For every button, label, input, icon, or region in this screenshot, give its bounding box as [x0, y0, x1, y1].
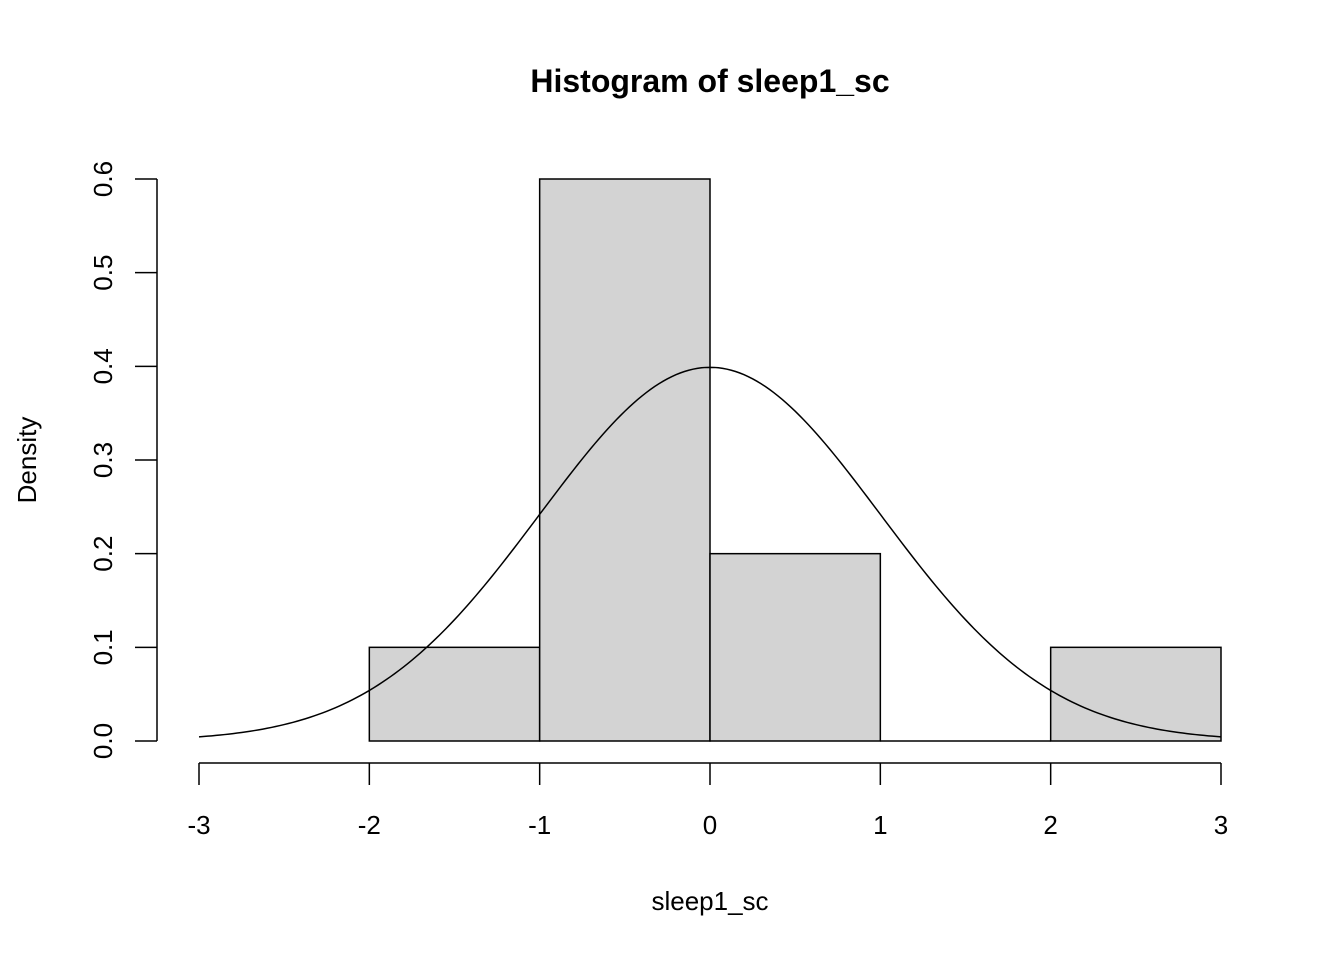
x-tick-label-1: -2 — [358, 810, 381, 840]
x-axis-label: sleep1_sc — [651, 886, 768, 916]
y-tick-label-6: 0.6 — [88, 161, 118, 197]
x-tick-label-5: 2 — [1043, 810, 1057, 840]
y-tick-label-2: 0.2 — [88, 536, 118, 572]
bars-group — [368, 178, 1222, 742]
x-tick-label-3: 0 — [703, 810, 717, 840]
x-tick-label-6: 3 — [1214, 810, 1228, 840]
y-tick-label-0: 0.0 — [88, 723, 118, 759]
normal-density-curve — [198, 366, 1222, 738]
histogram-bar-0 — [368, 646, 541, 742]
y-tick-label-5: 0.5 — [88, 255, 118, 291]
histogram-bar-2 — [709, 552, 882, 742]
y-tick-label-4: 0.4 — [88, 348, 118, 384]
y-axis: 0.0 0.1 0.2 0.3 0.4 0.5 0.6 — [88, 161, 158, 759]
x-axis: -3 -2 -1 0 1 2 3 — [187, 762, 1228, 840]
y-axis-label: Density — [12, 417, 42, 504]
x-tick-label-0: -3 — [187, 810, 210, 840]
x-tick-label-4: 1 — [873, 810, 887, 840]
histogram-bar-1 — [538, 178, 711, 742]
x-tick-label-2: -1 — [528, 810, 551, 840]
histogram-bar-4 — [1049, 646, 1222, 742]
y-tick-label-3: 0.3 — [88, 442, 118, 478]
chart-title: Histogram of sleep1_sc — [530, 63, 889, 99]
y-tick-label-1: 0.1 — [88, 629, 118, 665]
